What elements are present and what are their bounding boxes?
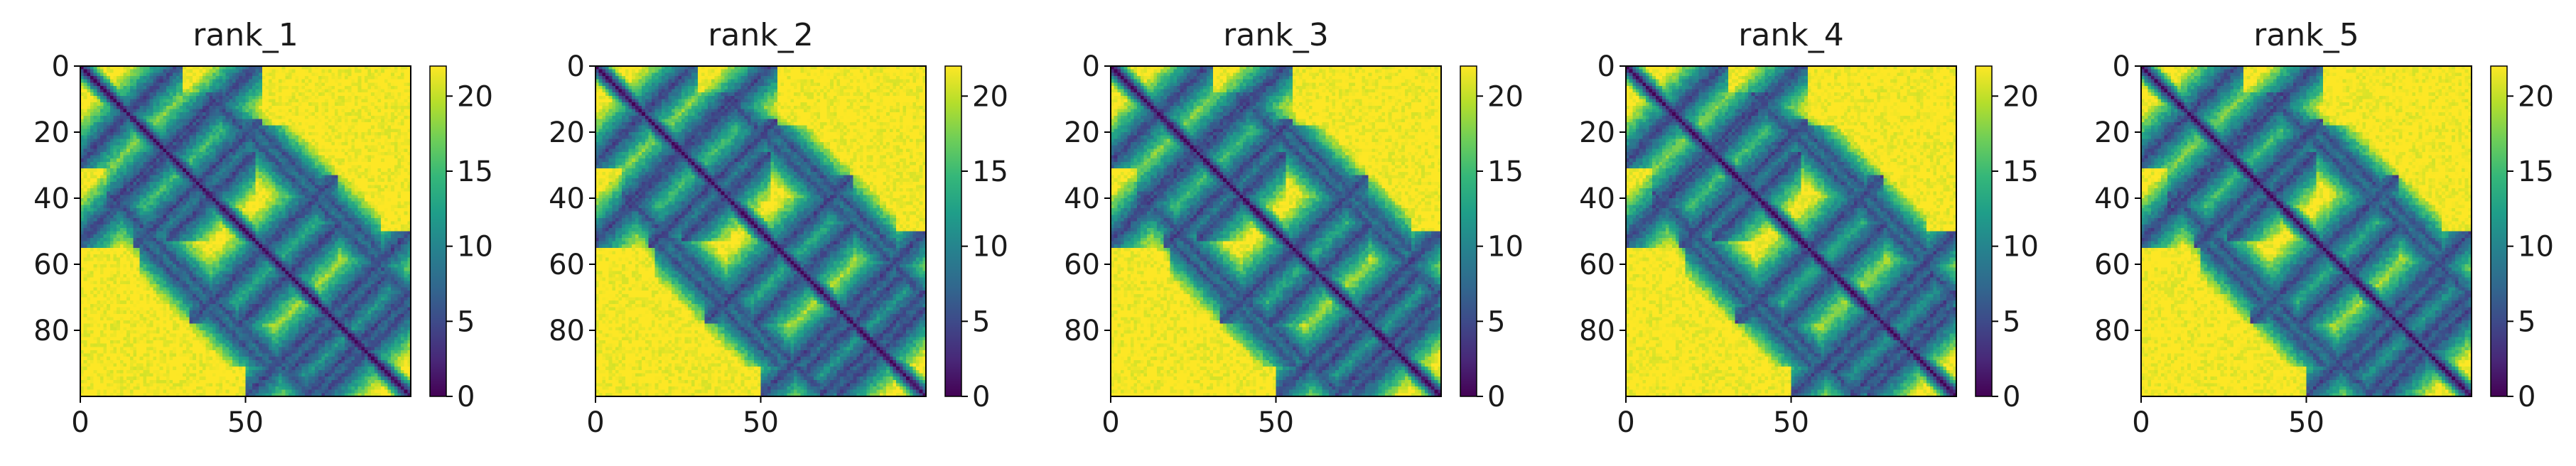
y-tick-label: 20 [2094, 116, 2130, 149]
colorbar-tick-label: 10 [972, 231, 1008, 264]
colorbar-tick-label: 20 [2003, 80, 2039, 113]
colorbar-tick-label: 0 [1487, 381, 1505, 413]
colorbar-tick-label: 0 [2003, 381, 2020, 413]
colorbar-tick-label: 10 [2518, 231, 2554, 264]
panel-title: rank_1 [193, 17, 298, 53]
x-tick-label: 50 [1773, 406, 1809, 439]
colorbar-tick-label: 5 [2003, 305, 2020, 338]
heatmap-matrix [1111, 66, 1441, 396]
colorbar [1976, 66, 1992, 396]
heatmap-matrix [80, 66, 411, 396]
colorbar-tick-label: 15 [2518, 156, 2554, 188]
colorbar-tick-label: 10 [1487, 231, 1524, 264]
y-tick-label: 60 [33, 249, 70, 281]
heatmap-matrix [2141, 66, 2472, 396]
y-tick-label: 40 [1579, 183, 1615, 215]
y-tick-label: 60 [549, 249, 585, 281]
colorbar [945, 66, 961, 396]
heatmap-matrix [596, 66, 926, 396]
panel-title: rank_3 [1223, 17, 1328, 53]
colorbar [430, 66, 446, 396]
y-tick-label: 40 [1064, 183, 1100, 215]
y-tick-label: 60 [2094, 249, 2130, 281]
y-tick-label: 0 [52, 50, 70, 83]
y-tick-label: 80 [1064, 315, 1100, 347]
colorbar-tick-label: 15 [1487, 156, 1524, 188]
y-tick-label: 0 [1082, 50, 1100, 83]
x-tick-label: 50 [743, 406, 779, 439]
colorbar-tick-label: 0 [2518, 381, 2535, 413]
y-tick-label: 0 [567, 50, 585, 83]
colorbar-tick-label: 0 [972, 381, 990, 413]
panel-title: rank_5 [2253, 17, 2359, 53]
heatmap-matrix [1626, 66, 1956, 396]
colorbar-tick-label: 5 [972, 305, 990, 338]
y-tick-label: 40 [549, 183, 585, 215]
y-tick-label: 20 [549, 116, 585, 149]
y-tick-label: 0 [2113, 50, 2130, 83]
panel-title: rank_4 [1738, 17, 1843, 53]
colorbar [2491, 66, 2507, 396]
colorbar-tick-label: 15 [972, 156, 1008, 188]
colorbar [1460, 66, 1477, 396]
x-tick-label: 0 [1617, 406, 1634, 439]
y-tick-label: 80 [33, 315, 70, 347]
y-tick-label: 20 [33, 116, 70, 149]
colorbar-tick-label: 20 [1487, 80, 1524, 113]
x-tick-label: 0 [1101, 406, 1119, 439]
y-tick-label: 0 [1597, 50, 1615, 83]
colorbar-tick-label: 15 [457, 156, 493, 188]
colorbar-tick-label: 0 [457, 381, 475, 413]
y-tick-label: 60 [1579, 249, 1615, 281]
colorbar-tick-label: 5 [457, 305, 475, 338]
x-tick-label: 0 [2132, 406, 2150, 439]
y-tick-label: 80 [1579, 315, 1615, 347]
y-tick-label: 20 [1579, 116, 1615, 149]
colorbar-tick-label: 10 [2003, 231, 2039, 264]
colorbar-tick-label: 15 [2003, 156, 2039, 188]
y-tick-label: 40 [33, 183, 70, 215]
x-tick-label: 0 [586, 406, 604, 439]
y-tick-label: 20 [1064, 116, 1100, 149]
x-tick-label: 0 [71, 406, 89, 439]
y-tick-label: 80 [549, 315, 585, 347]
y-tick-label: 40 [2094, 183, 2130, 215]
colorbar-tick-label: 20 [457, 80, 493, 113]
y-tick-label: 60 [1064, 249, 1100, 281]
colorbar-tick-label: 5 [1487, 305, 1505, 338]
colorbar-tick-label: 5 [2518, 305, 2535, 338]
x-tick-label: 50 [2288, 406, 2324, 439]
x-tick-label: 50 [227, 406, 264, 439]
y-tick-label: 80 [2094, 315, 2130, 347]
colorbar-tick-label: 20 [972, 80, 1008, 113]
x-tick-label: 50 [1258, 406, 1294, 439]
panel-title: rank_2 [708, 17, 813, 53]
colorbar-tick-label: 20 [2518, 80, 2554, 113]
colorbar-tick-label: 10 [457, 231, 493, 264]
